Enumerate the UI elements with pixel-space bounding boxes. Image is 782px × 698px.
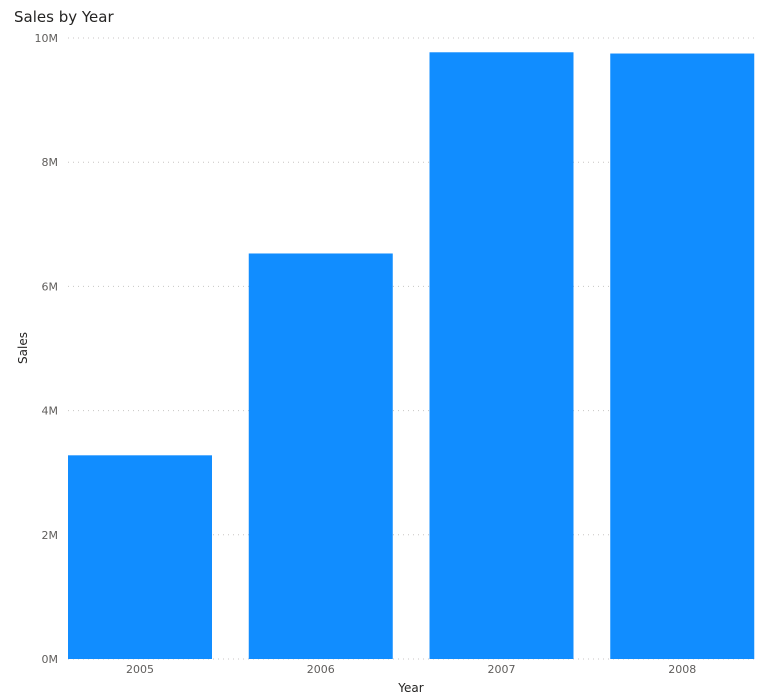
y-tick-label: 0M <box>42 653 59 666</box>
bar-2008 <box>610 53 755 659</box>
x-tick-label: 2006 <box>307 663 335 676</box>
bar-2006 <box>248 253 393 659</box>
x-tick-label: 2008 <box>668 663 696 676</box>
y-tick-label: 10M <box>35 32 59 45</box>
chart-title: Sales by Year <box>14 8 114 26</box>
y-tick-label: 6M <box>42 280 59 293</box>
y-tick-label: 8M <box>42 156 59 169</box>
x-axis-title: Year <box>397 681 423 695</box>
bar-2007 <box>429 52 574 659</box>
y-axis-title: Sales <box>16 332 30 364</box>
bar-2005 <box>68 455 212 659</box>
y-tick-label: 4M <box>42 405 59 418</box>
x-tick-label: 2007 <box>488 663 516 676</box>
x-tick-label: 2005 <box>126 663 154 676</box>
y-tick-label: 2M <box>42 529 59 542</box>
